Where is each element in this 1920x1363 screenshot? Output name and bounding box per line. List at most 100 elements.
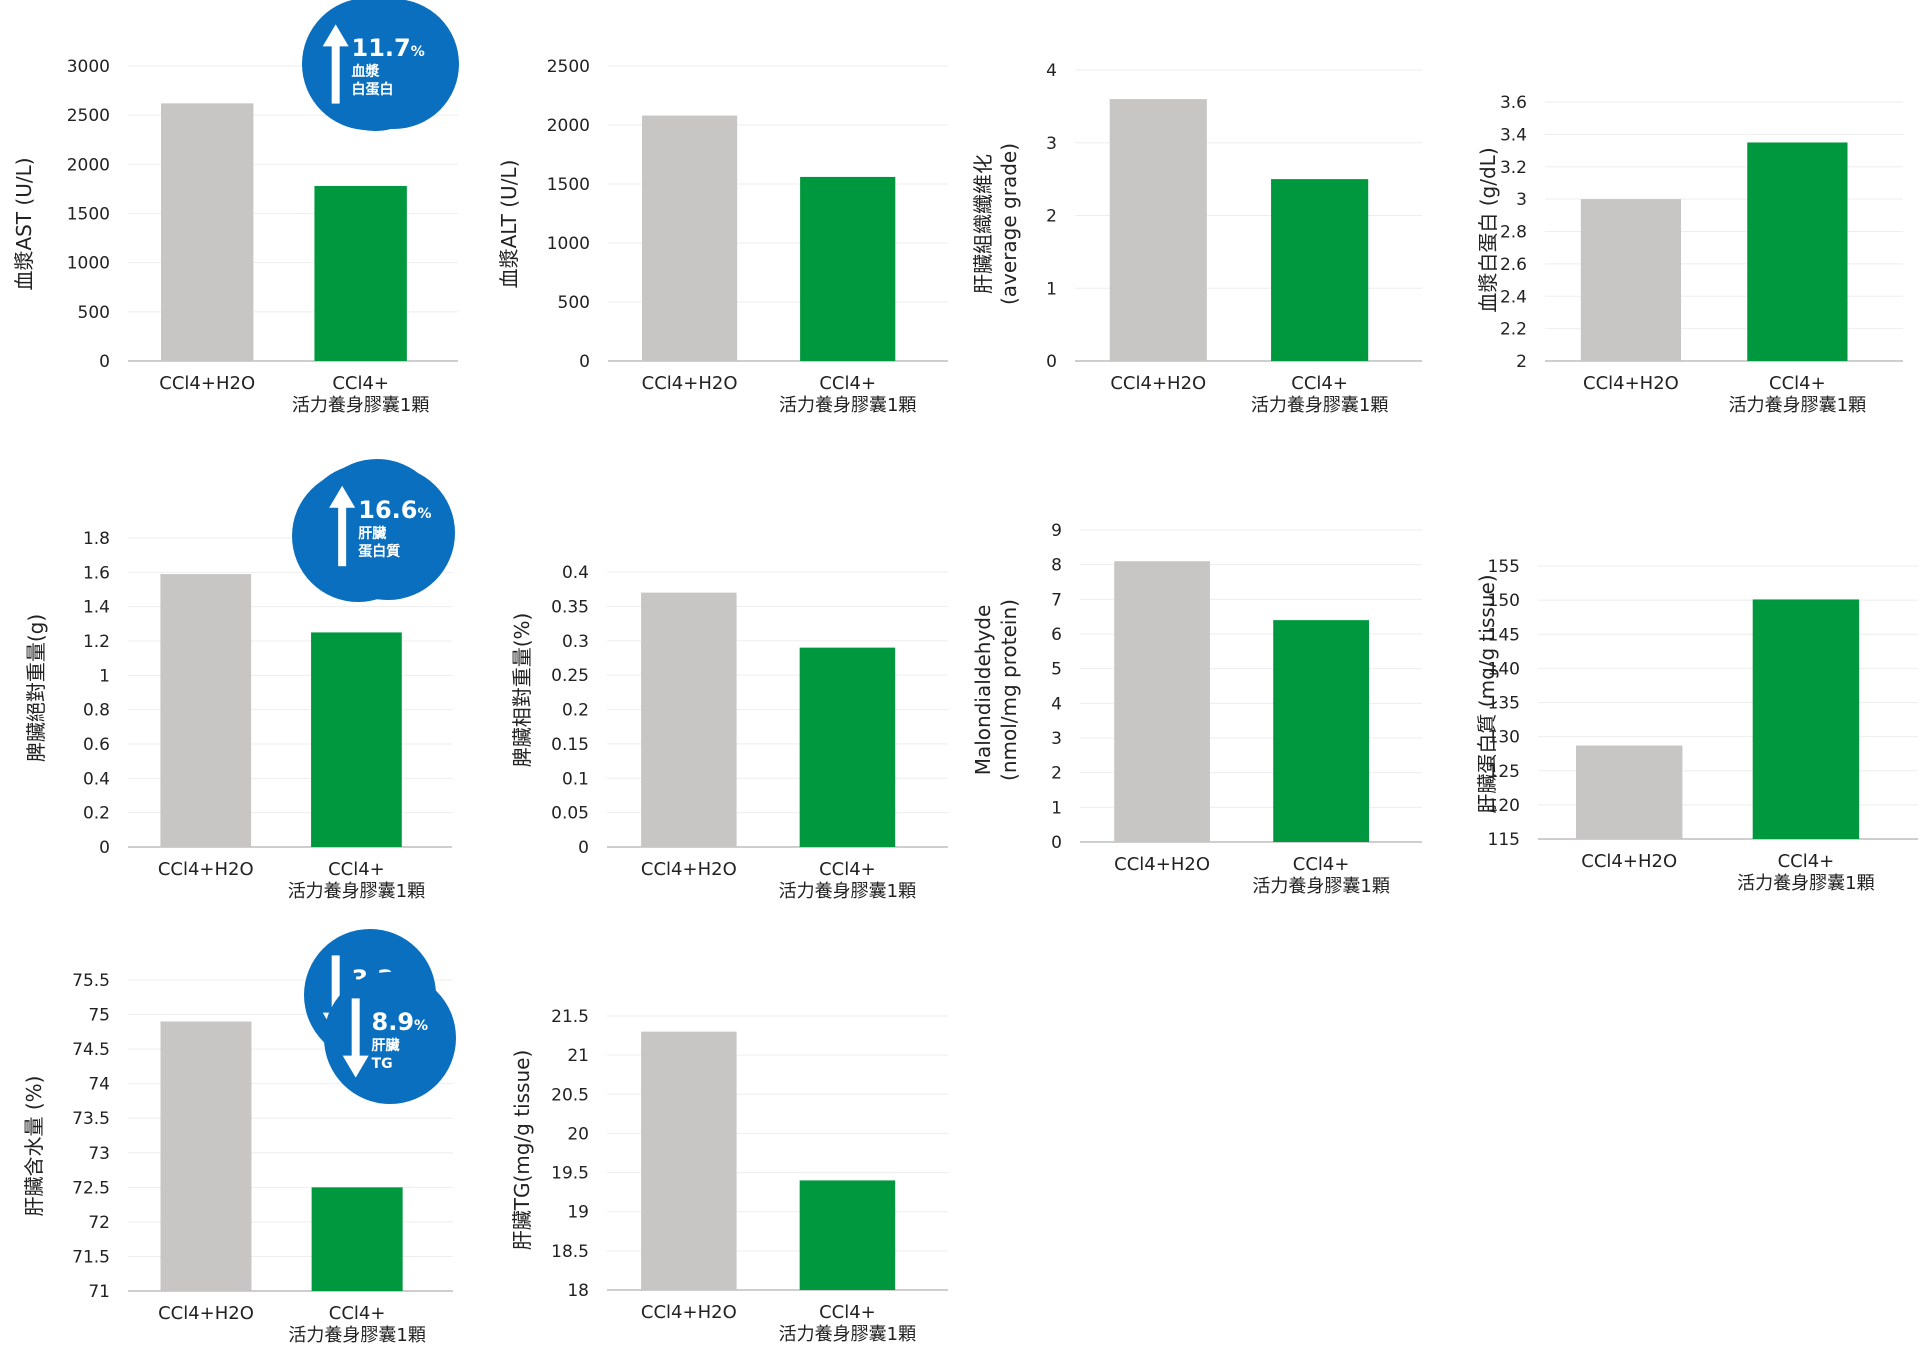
y-tick-label: 3.4 (1500, 125, 1527, 145)
y-tick-label: 3 (1516, 190, 1527, 210)
category-label: CCl4+ (1769, 373, 1826, 394)
y-tick-label: 2.6 (1500, 255, 1527, 275)
category-label: CCl4+H2O (158, 1303, 254, 1324)
category-label: CCl4+H2O (642, 373, 738, 394)
change-badge: 16.6%肝臟蛋白質 (310, 459, 444, 593)
category-label: CCl4+ (819, 859, 876, 880)
category-label: CCl4+ (819, 1302, 876, 1323)
badge-value: 16.6% (358, 496, 431, 524)
arrow-up-icon (329, 485, 356, 567)
y-tick-label: 75.5 (72, 971, 110, 991)
y-tick-label: 2 (1051, 764, 1062, 784)
change-badge: 11.7%血漿白蛋白 (304, 0, 436, 130)
y-tick-label: 5 (1051, 660, 1062, 680)
y-tick-label: 2 (1516, 352, 1527, 372)
y-tick-label: 1.8 (83, 529, 110, 549)
y-axis-label: 肝臟TG(mg/g tissue) (510, 1050, 534, 1251)
y-tick-label: 20.5 (551, 1085, 589, 1105)
category-label: 活力養身膠囊1顆 (288, 1325, 425, 1346)
y-tick-label: 0.2 (83, 804, 110, 824)
category-label: CCl4+ (332, 373, 389, 394)
y-tick-label: 2.4 (1500, 287, 1527, 307)
y-tick-label: 3.6 (1500, 93, 1527, 113)
y-tick-label: 0.35 (551, 597, 589, 617)
bar-treatment (311, 632, 402, 847)
badge-label: 血漿 (352, 63, 381, 80)
badge-label: 肝臟 (358, 525, 386, 542)
y-tick-label: 21.5 (551, 1007, 589, 1027)
category-label: CCl4+H2O (1583, 373, 1679, 394)
change-badge: 8.9%肝臟 TG (324, 972, 456, 1104)
y-tick-label: 1 (1051, 798, 1062, 818)
y-tick-label: 73 (88, 1144, 110, 1164)
arrow-head (329, 485, 356, 508)
y-tick-label: 2000 (67, 155, 110, 175)
bar-control (642, 115, 738, 361)
category-label: CCl4+H2O (1114, 854, 1210, 875)
y-tick-label: 19.5 (551, 1164, 589, 1184)
bar-treatment (799, 647, 896, 847)
bar-control (160, 574, 252, 847)
y-tick-label: 125 (1488, 762, 1520, 782)
y-tick-label: 135 (1488, 694, 1520, 714)
y-tick-label: 4 (1051, 694, 1062, 714)
y-axis-label: 血漿AST (U/L) (12, 157, 36, 290)
category-label: 活力養身膠囊1顆 (779, 881, 916, 902)
y-tick-label: 140 (1488, 659, 1520, 679)
y-tick-label: 2.2 (1500, 320, 1527, 340)
y-tick-label: 1000 (547, 234, 590, 254)
y-tick-label: 1.2 (83, 632, 110, 652)
y-tick-label: 2500 (547, 57, 590, 77)
y-tick-label: 120 (1488, 796, 1520, 816)
arrow-shaft (351, 998, 360, 1060)
y-tick-label: 74 (88, 1075, 110, 1095)
y-tick-label: 0.4 (83, 769, 110, 789)
y-tick-label: 18.5 (551, 1242, 589, 1262)
y-tick-label: 0.05 (551, 804, 589, 824)
chart-4: 2 2.2 2.4 2.6 2.8 3 3.2 3.4 3.6 CCl4+H2O CCl4+ 活力養身… (304, 0, 1903, 416)
y-axis-label: 肝臟含水量 (%) (22, 1076, 46, 1217)
category-label: 活力養身膠囊1顆 (1251, 395, 1388, 416)
y-axis-label: Malondialdehyde (971, 605, 995, 776)
y-tick-label: 3.2 (1500, 158, 1527, 178)
y-tick-label: 0.3 (562, 632, 589, 652)
bar-treatment (1752, 599, 1860, 839)
y-tick-label: 72 (88, 1213, 110, 1233)
y-tick-label: 2 (1046, 207, 1057, 227)
y-tick-label: 3000 (67, 57, 110, 77)
y-axis-label: 肝臟蛋白質 (mg/g tissue) (1475, 574, 1499, 813)
y-tick-label: 2500 (67, 106, 110, 126)
category-label: CCl4+ (328, 859, 385, 880)
category-label: CCl4+ (329, 1303, 386, 1324)
y-tick-label: 0.25 (551, 666, 589, 686)
y-tick-label: 0.2 (562, 701, 589, 721)
y-tick-label: 0.8 (83, 701, 110, 721)
category-label: CCl4+ (1778, 851, 1835, 872)
arrow-shaft (338, 503, 347, 567)
y-tick-label: 19 (567, 1203, 589, 1223)
y-tick-label: 1 (1046, 279, 1057, 299)
bar-control (1109, 99, 1207, 361)
y-tick-label: 7 (1051, 590, 1062, 610)
category-label: CCl4+ (1293, 854, 1350, 875)
y-axis-label: 脾臟絕對重量(g) (24, 614, 48, 762)
category-label: CCl4+H2O (158, 859, 254, 880)
y-tick-label: 4 (1046, 61, 1057, 81)
y-tick-label: 8 (1051, 556, 1062, 576)
arrow-up-icon (322, 24, 349, 104)
y-tick-label: 2.8 (1500, 223, 1527, 243)
y-tick-label: 1500 (547, 175, 590, 195)
category-label: CCl4+H2O (159, 373, 255, 394)
badge-label: 白蛋白 (352, 81, 394, 98)
bar-control (161, 103, 254, 361)
bar-control (1580, 199, 1682, 361)
y-tick-label: 0 (99, 838, 110, 858)
arrow-down-icon (342, 998, 369, 1078)
category-label: CCl4+H2O (1581, 851, 1677, 872)
y-tick-label: 21 (567, 1046, 589, 1066)
